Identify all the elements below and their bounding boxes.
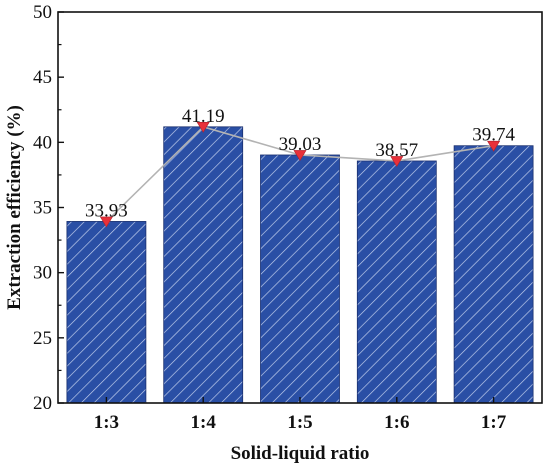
- x-tick-label: 1:4: [191, 412, 217, 433]
- bar-1-5: [260, 154, 340, 404]
- data-label: 41.19: [182, 106, 225, 127]
- y-tick-label: 25: [33, 328, 52, 349]
- y-tick-label: 20: [33, 393, 52, 414]
- bar-1-4: [163, 126, 244, 404]
- x-tick-label: 1:7: [481, 412, 507, 433]
- y-axis-title: Extraction efficiency (%): [4, 105, 25, 310]
- y-tick-label: 40: [33, 132, 52, 153]
- marker-1-7: [487, 140, 501, 152]
- x-tick-label: 1:3: [94, 412, 119, 433]
- y-tick-label: 50: [33, 2, 52, 23]
- y-tick-label: 45: [33, 67, 52, 88]
- y-tick-label: 35: [33, 198, 52, 219]
- bar-1-7: [453, 145, 534, 404]
- y-axis: 20 25 30 35 40 45 50: [33, 2, 64, 414]
- y-tick-label: 30: [33, 263, 52, 284]
- data-label: 38.57: [375, 140, 418, 161]
- marker-layer: [99, 122, 501, 228]
- marker-1-5: [293, 150, 307, 161]
- x-tick-label: 1:5: [287, 412, 312, 433]
- bar-1-3: [66, 221, 147, 404]
- x-tick-label: 1:6: [384, 412, 409, 433]
- data-label: 33.93: [85, 200, 128, 221]
- data-label: 39.03: [279, 134, 322, 155]
- bars-layer: [66, 126, 534, 404]
- marker-1-3: [99, 216, 113, 228]
- marker-1-6: [390, 156, 404, 167]
- marker-1-4: [196, 122, 210, 133]
- x-axis-title: Solid-liquid ratio: [231, 443, 370, 464]
- data-label: 39.74: [472, 125, 515, 146]
- x-axis: 1:3 1:4 1:5 1:6 1:7: [94, 397, 507, 433]
- data-label-layer: 33.93 41.19 39.03 38.57 39.74: [85, 106, 515, 222]
- bar-1-6: [356, 160, 437, 404]
